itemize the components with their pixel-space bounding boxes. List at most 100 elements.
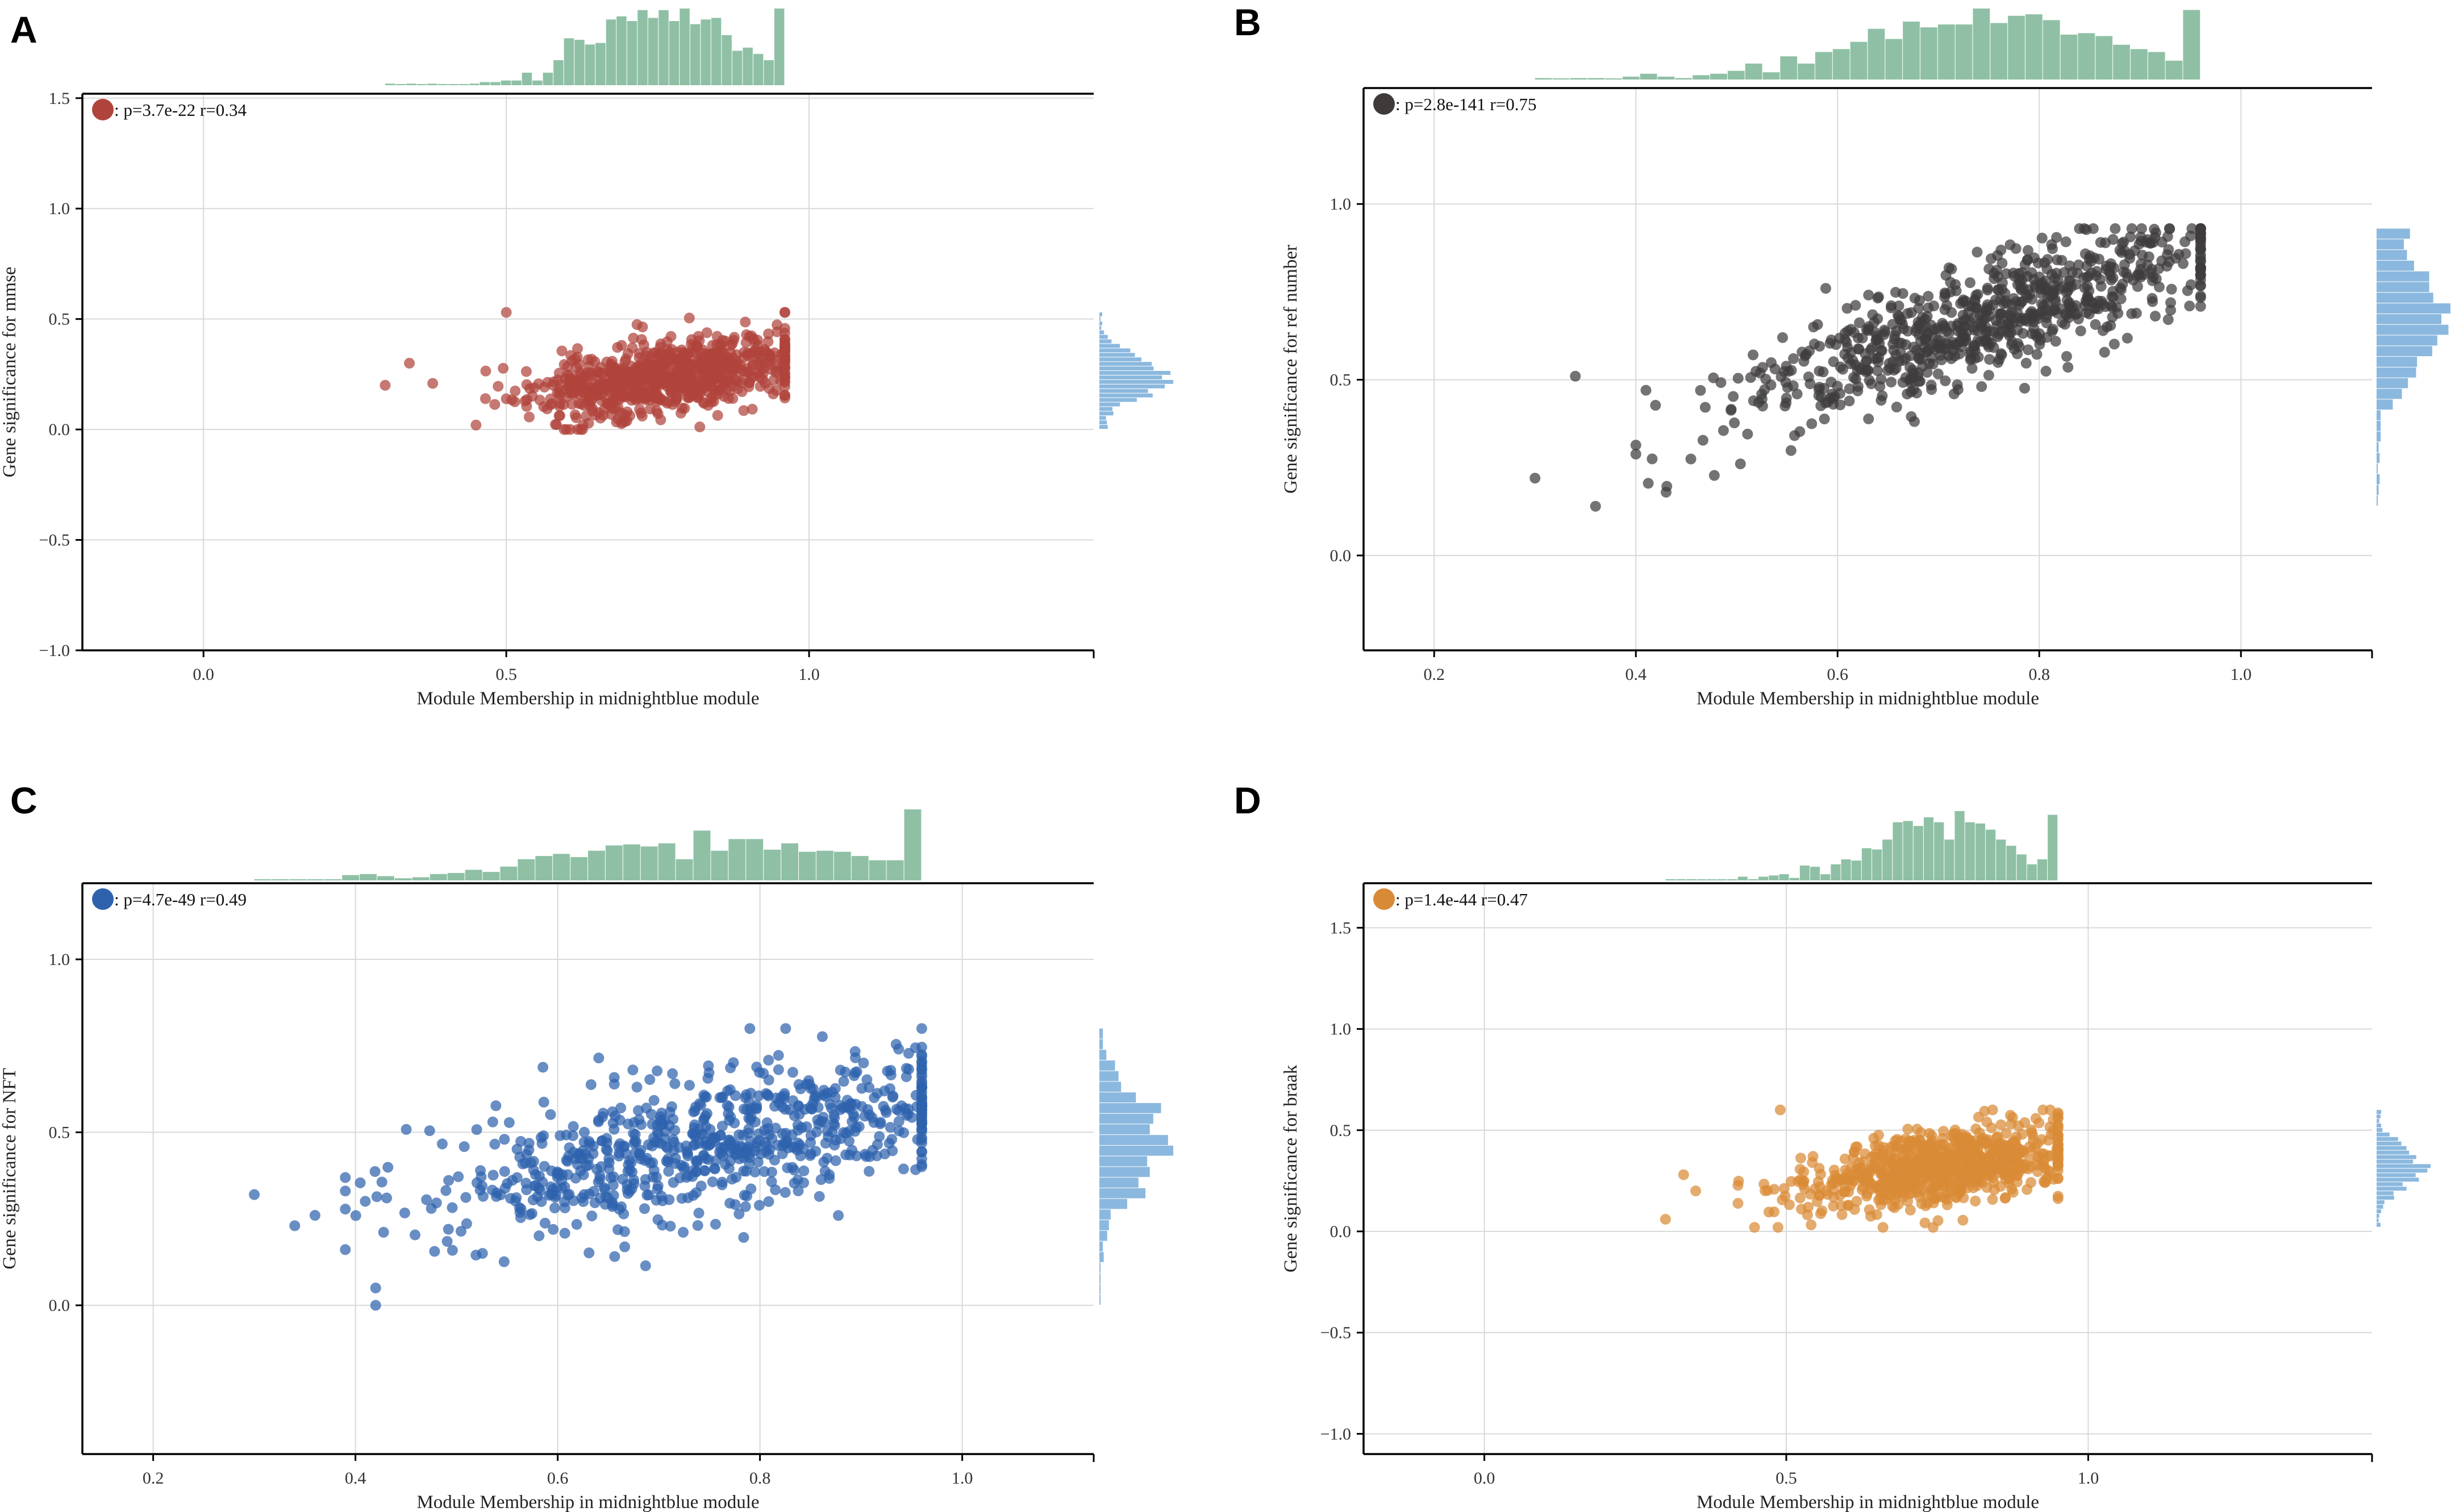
scatter-point	[1820, 283, 1831, 294]
scatter-point	[916, 1132, 927, 1143]
scatter-point	[779, 339, 790, 350]
marginal-x-bar	[448, 84, 459, 85]
scatter-point	[598, 377, 610, 389]
scatter-point	[766, 1167, 777, 1178]
scatter-point	[2032, 1159, 2043, 1171]
scatter-point	[1976, 381, 1987, 392]
scatter-point	[582, 382, 594, 393]
marginal-y-bar	[2377, 1155, 2416, 1159]
scatter-point	[2011, 1169, 2022, 1181]
marginal-y-bar	[1099, 1103, 1161, 1113]
scatter-point	[2177, 258, 2189, 269]
scatter-point	[738, 1232, 749, 1243]
marginal-x-bar	[2043, 20, 2060, 80]
marginal-y-bar	[2377, 1168, 2428, 1173]
scatter-point	[1943, 328, 1954, 339]
scatter-point	[655, 414, 666, 425]
marginal-y-bar	[2377, 495, 2378, 506]
scatter-point	[718, 391, 730, 402]
marginal-y-bar	[2377, 1222, 2381, 1227]
scatter-point	[1977, 1177, 1988, 1188]
scatter-point	[1919, 1156, 1931, 1168]
x-tick-label: 0.5	[495, 665, 517, 684]
marginal-x-bar	[518, 859, 535, 880]
scatter-point	[709, 1163, 720, 1175]
scatter-point	[2153, 281, 2165, 293]
marginal-y-bar	[1099, 321, 1102, 325]
panel-letter: D	[1234, 779, 1261, 821]
scatter-point	[1815, 1208, 1826, 1219]
scatter-point	[2126, 223, 2137, 234]
scatter-point	[630, 1147, 641, 1159]
scatter-point	[1889, 333, 1900, 345]
marginal-x-bar	[676, 859, 693, 880]
scatter-point	[2082, 281, 2093, 292]
scatter-point	[2195, 269, 2206, 281]
marginal-x-bar	[648, 18, 658, 86]
marginal-x-bar	[394, 878, 412, 880]
scatter-point	[726, 1173, 737, 1185]
scatter-point	[1931, 1164, 1943, 1175]
scatter-point	[559, 1202, 570, 1214]
scatter-point	[1902, 1123, 1914, 1135]
scatter-point	[1985, 253, 1996, 265]
marginal-x-bar	[1975, 823, 1986, 880]
scatter-point	[728, 332, 740, 343]
scatter-point	[532, 1191, 543, 1202]
scatter-point	[2021, 254, 2033, 266]
scatter-point	[1993, 329, 2004, 340]
marginal-x-bar	[1640, 73, 1657, 80]
scatter-point	[640, 1260, 651, 1272]
scatter-point	[1914, 1191, 1925, 1202]
marginal-y-bar	[2377, 442, 2379, 453]
scatter-point	[657, 1195, 668, 1206]
scatter-point	[901, 1071, 912, 1083]
marginal-y-bar	[1099, 312, 1102, 316]
scatter-point	[749, 1116, 761, 1127]
scatter-point	[545, 1109, 556, 1120]
scatter-point	[1872, 365, 1883, 377]
scatter-point	[662, 398, 673, 409]
marginal-x-bar	[1665, 879, 1675, 880]
scatter-point	[2031, 349, 2043, 360]
scatter-point	[480, 365, 491, 377]
scatter-point	[2145, 237, 2157, 249]
marginal-y-bar	[1099, 375, 1162, 379]
marginal-x-bar	[1779, 874, 1789, 880]
scatter-point	[1932, 368, 1944, 379]
scatter-point	[2107, 291, 2119, 303]
scatter-point	[515, 1135, 527, 1147]
scatter-point	[645, 375, 657, 386]
scatter-point	[2047, 243, 2058, 254]
scatter-point	[1708, 372, 1719, 383]
scatter-point	[668, 1177, 679, 1188]
scatter-point	[699, 1165, 710, 1176]
marginal-y-bar	[1099, 1188, 1146, 1198]
scatter-point	[2008, 344, 2020, 355]
panel-c: C 0.2 0.4 0.6 0.8 1.0 0.0 0.5 1.0 Module Members…	[0, 779, 1173, 1512]
scatter-point	[623, 1118, 634, 1130]
scatter-point	[601, 1143, 612, 1155]
scatter-point	[2149, 224, 2160, 235]
scatter-point	[569, 409, 581, 420]
x-tick-label: 0.2	[1424, 665, 1445, 684]
scatter-point	[553, 410, 565, 421]
scatter-point	[501, 307, 512, 318]
scatter-point	[731, 349, 742, 361]
scatter-point	[631, 319, 643, 330]
scatter-point	[1878, 324, 1890, 336]
scatter-point	[1902, 389, 1913, 400]
scatter-point	[567, 383, 578, 394]
scatter-point	[1922, 367, 1933, 378]
scatter-point	[1844, 383, 1855, 394]
scatter-point	[2008, 268, 2019, 279]
marginal-x-bar	[585, 44, 595, 85]
marginal-x-bar	[395, 84, 406, 85]
scatter-point	[776, 362, 787, 374]
marginal-x-bar	[1810, 867, 1820, 880]
scatter-point	[631, 1081, 643, 1093]
scatter-point	[1788, 353, 1799, 364]
marginal-x-bar	[2008, 15, 2025, 80]
scatter-point	[2022, 245, 2033, 256]
scatter-point	[678, 1227, 689, 1238]
